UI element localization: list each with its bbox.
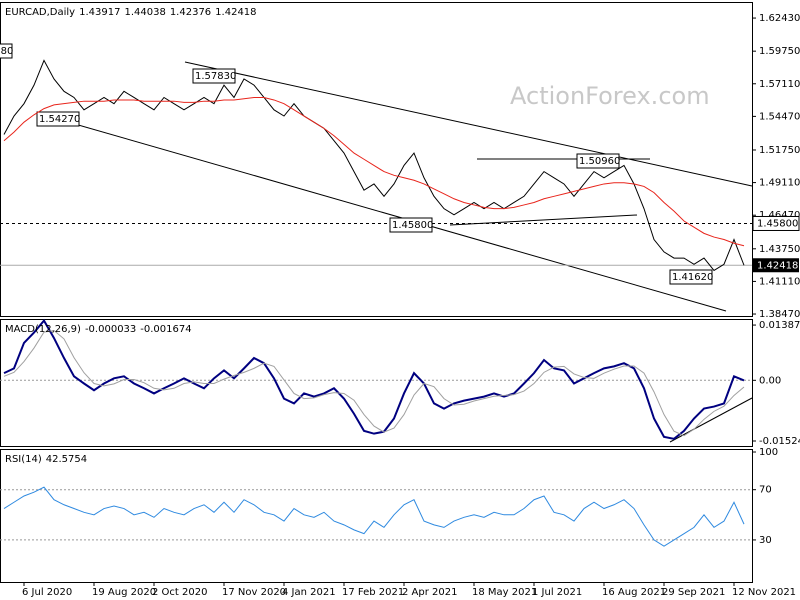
annotation: 1.54270 xyxy=(39,114,80,125)
x-tick-label: 16 Aug 2021 xyxy=(602,587,666,598)
y-tick-label: 1.57110 xyxy=(759,79,800,90)
y-tick-label: 1.43750 xyxy=(759,244,800,255)
macd-trendline xyxy=(669,397,753,443)
level-box xyxy=(752,215,800,231)
y-tick-label: 70 xyxy=(759,485,772,496)
y-tick-label: 100 xyxy=(759,447,778,458)
x-tick-label: 2 Apr 2021 xyxy=(402,587,457,598)
annotation-box xyxy=(0,43,13,59)
panel-title-part: 1.42418 xyxy=(215,7,256,18)
panel-title-part: 1.44038 xyxy=(124,7,165,18)
panel-title-part: 42.5754 xyxy=(46,454,87,465)
y-tick-label: 1.51750 xyxy=(759,145,800,156)
y-tick-label: -0.015247 xyxy=(759,436,800,447)
watermark: ActionForex.com xyxy=(510,82,710,110)
annotation-box xyxy=(192,68,236,84)
panel-title-part: 1.43917 xyxy=(79,7,120,18)
series-line xyxy=(3,330,745,437)
panel-title-part: -0.001674 xyxy=(140,324,191,335)
panel-title-part: -0.000033 xyxy=(85,324,136,335)
x-tick-label: 19 Aug 2020 xyxy=(92,587,156,598)
x-tick-label: 29 Sep 2021 xyxy=(662,587,725,598)
y-tick-label: 1.49110 xyxy=(759,178,800,189)
annotation-box xyxy=(576,153,620,169)
annotation: 1.41620 xyxy=(672,272,713,283)
x-tick-label: 6 Jul 2020 xyxy=(22,587,72,598)
x-tick-label: 12 Nov 2021 xyxy=(732,587,796,598)
series-line xyxy=(3,59,745,272)
annotation-box xyxy=(36,111,80,127)
price-box xyxy=(753,258,799,273)
panel-title-part: EURCAD,Daily xyxy=(5,7,75,18)
y-tick-label: 0.00 xyxy=(759,375,781,386)
series-line xyxy=(3,486,745,547)
panel-frame xyxy=(0,449,753,583)
annotation-box xyxy=(389,217,433,233)
panel-title: RSI(14) 42.5754 xyxy=(5,454,87,465)
y-tick-label: 30 xyxy=(759,535,772,546)
series-line xyxy=(3,318,745,440)
annotation: 1.57830 xyxy=(195,71,236,82)
lower-channel xyxy=(39,113,727,312)
price-label: 1.42418 xyxy=(757,260,798,271)
series-line xyxy=(3,96,745,247)
panel-frame xyxy=(0,2,753,317)
panel-title-part: MACD(12,26,9) xyxy=(5,324,81,335)
y-tick-label: 0.013878 xyxy=(759,320,800,331)
x-tick-label: 2 Oct 2020 xyxy=(152,587,207,598)
x-tick-label: 1 Jul 2021 xyxy=(532,587,582,598)
x-tick-label: 18 May 2021 xyxy=(472,587,537,598)
panel-frame xyxy=(0,319,753,447)
y-tick-label: 1.54470 xyxy=(759,111,800,122)
panel-title: EURCAD,Daily 1.43917 1.44038 1.42376 1.42418 xyxy=(5,7,257,18)
y-tick-label: 1.59750 xyxy=(759,46,800,57)
panel-title-part: 1.42376 xyxy=(170,7,211,18)
x-tick-label: 17 Feb 2021 xyxy=(342,587,404,598)
annotation: 1.50960 xyxy=(579,156,620,167)
y-tick-label: 1.41110 xyxy=(759,276,800,287)
annotation: 1.59780 xyxy=(0,46,13,57)
panel-title-part: RSI(14) xyxy=(5,454,42,465)
annotation: 1.45800 xyxy=(392,220,433,231)
y-tick-label: 1.46470 xyxy=(759,210,800,221)
y-tick-label: 1.62430 xyxy=(759,13,800,24)
annotation-box xyxy=(669,269,713,285)
x-tick-label: 17 Nov 2020 xyxy=(222,587,286,598)
upper-channel xyxy=(184,61,753,187)
x-tick-label: 4 Jan 2021 xyxy=(282,587,336,598)
level-label: 1.45800 xyxy=(757,218,798,229)
y-tick-label: 1.38470 xyxy=(759,309,800,320)
panel-title: MACD(12,26,9) -0.000033 -0.001674 xyxy=(5,324,192,335)
